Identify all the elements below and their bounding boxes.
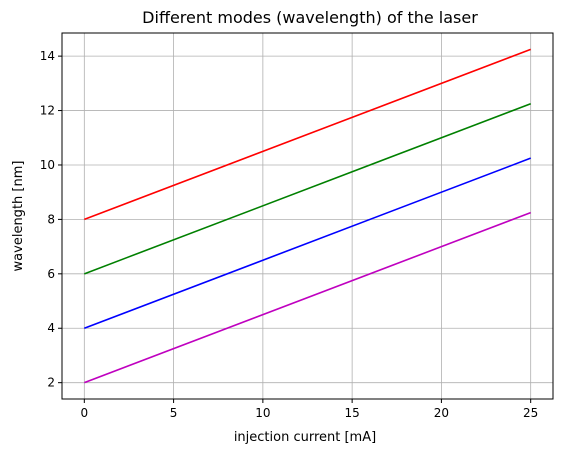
x-tick-label: 10	[255, 406, 270, 420]
y-tick-label: 4	[47, 321, 55, 335]
x-tick-label: 15	[344, 406, 359, 420]
y-tick-label: 14	[40, 49, 55, 63]
chart-title: Different modes (wavelength) of the lase…	[142, 8, 478, 27]
y-tick-label: 10	[40, 158, 55, 172]
series-line-2	[84, 103, 531, 275]
x-axis-ticks: 0 5 10 15 20 25	[80, 399, 538, 420]
x-tick-label: 20	[434, 406, 449, 420]
series-group	[84, 48, 531, 384]
series-line-1	[84, 48, 531, 221]
series-line-4	[84, 211, 531, 384]
plot-frame	[61, 32, 554, 400]
y-tick-label: 6	[47, 267, 55, 281]
x-axis-label: injection current [mA]	[234, 430, 376, 445]
x-tick-label: 5	[170, 406, 178, 420]
y-axis-ticks: 2 4 6 8 10 12 14	[40, 49, 62, 390]
series-line-3	[84, 157, 531, 329]
y-axis-label: wavelength [nm]	[11, 161, 26, 272]
x-tick-label: 0	[80, 406, 88, 420]
grid-lines	[62, 33, 553, 399]
y-tick-label: 12	[40, 104, 55, 118]
y-tick-label: 8	[47, 212, 55, 226]
x-tick-label: 25	[523, 406, 538, 420]
y-tick-label: 2	[47, 376, 55, 390]
